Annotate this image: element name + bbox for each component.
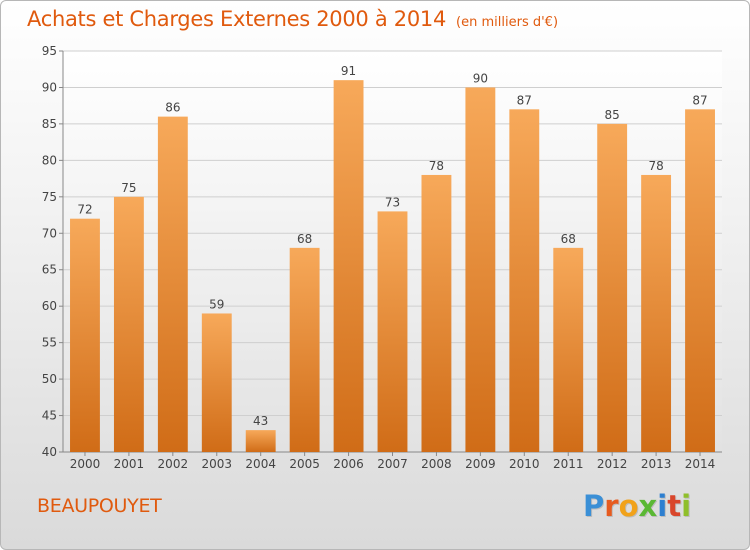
- bar: [421, 174, 452, 453]
- bar: [245, 430, 276, 452]
- data-label: 87: [517, 93, 532, 107]
- bar: [70, 218, 100, 452]
- data-label: 90: [473, 71, 488, 85]
- y-tick-label: 70: [42, 226, 57, 240]
- data-label: 43: [253, 414, 268, 428]
- bar: [377, 211, 408, 452]
- data-label: 59: [209, 297, 224, 311]
- x-tick-label: 2003: [201, 457, 232, 471]
- data-label: 73: [385, 195, 400, 209]
- y-tick-label: 50: [42, 372, 57, 386]
- data-label: 72: [77, 203, 92, 217]
- y-tick-label: 60: [42, 299, 57, 313]
- bar: [597, 123, 628, 452]
- y-tick-label: 85: [42, 117, 57, 131]
- y-tick-label: 55: [42, 336, 57, 350]
- y-tick-label: 95: [42, 44, 57, 58]
- x-tick-label: 2005: [289, 457, 320, 471]
- bar: [553, 247, 584, 452]
- bar: [201, 313, 232, 452]
- chart-title: Achats et Charges Externes 2000 à 2014 (e…: [27, 7, 558, 31]
- logo-letter: P: [583, 489, 605, 523]
- x-tick-label: 2008: [421, 457, 452, 471]
- chart-subtitle: (en milliers d'€): [456, 15, 559, 30]
- chart-title-text: Achats et Charges Externes 2000 à 2014: [27, 7, 447, 31]
- logo-letter: t: [667, 489, 682, 523]
- x-tick-label: 2013: [641, 457, 672, 471]
- bar: [465, 87, 496, 453]
- x-tick-label: 2009: [465, 457, 496, 471]
- y-tick-label: 65: [42, 263, 57, 277]
- data-label: 78: [648, 159, 663, 173]
- x-tick-label: 2002: [158, 457, 189, 471]
- data-label: 85: [605, 108, 620, 122]
- x-tick-label: 2006: [333, 457, 364, 471]
- data-label: 91: [341, 64, 356, 78]
- data-label: 86: [165, 101, 180, 115]
- data-label: 87: [692, 93, 707, 107]
- y-tick-label: 80: [42, 153, 57, 167]
- data-label: 78: [429, 159, 444, 173]
- proxiti-logo: Proxiti: [583, 489, 691, 523]
- bar: [641, 174, 672, 453]
- bar: [289, 247, 320, 452]
- x-tick-label: 2004: [245, 457, 276, 471]
- commune-name: BEAUPOUYET: [37, 495, 162, 517]
- y-tick-label: 75: [42, 190, 57, 204]
- data-label: 68: [297, 232, 312, 246]
- x-tick-label: 2014: [685, 457, 716, 471]
- bar: [333, 80, 364, 452]
- x-tick-label: 2012: [597, 457, 628, 471]
- x-tick-label: 2007: [377, 457, 408, 471]
- bar: [685, 109, 715, 452]
- logo-letter: i: [681, 489, 692, 523]
- logo-letter: i: [657, 489, 668, 523]
- logo-letter: x: [638, 489, 658, 523]
- logo-letter: o: [618, 489, 639, 523]
- bar: [113, 196, 144, 452]
- y-tick-label: 90: [42, 80, 57, 94]
- bar: [157, 116, 188, 453]
- y-tick-label: 45: [42, 409, 57, 423]
- logo-letter: r: [604, 489, 619, 523]
- x-tick-label: 2011: [553, 457, 584, 471]
- x-tick-label: 2010: [509, 457, 540, 471]
- data-label: 75: [121, 181, 136, 195]
- x-tick-label: 2000: [70, 457, 101, 471]
- data-label: 68: [561, 232, 576, 246]
- bar: [509, 109, 540, 452]
- y-tick-label: 40: [42, 445, 57, 459]
- x-tick-label: 2001: [114, 457, 145, 471]
